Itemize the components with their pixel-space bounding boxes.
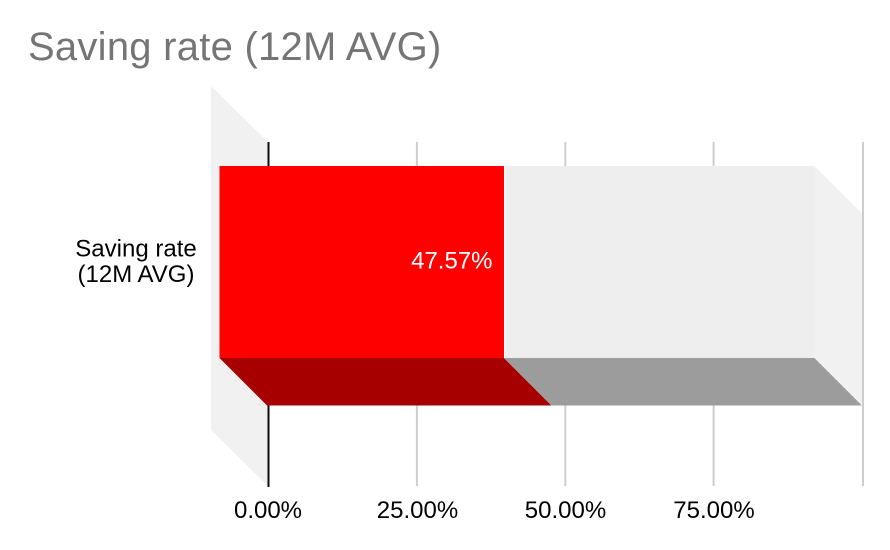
svg-text:50.00%: 50.00% bbox=[525, 497, 606, 524]
svg-text:Saving rate (12M AVG): Saving rate (12M AVG) bbox=[28, 25, 442, 69]
svg-text:75.00%: 75.00% bbox=[673, 497, 754, 524]
svg-text:Saving rate: Saving rate bbox=[75, 236, 196, 263]
svg-text:0.00%: 0.00% bbox=[234, 497, 302, 524]
svg-text:(12M AVG): (12M AVG) bbox=[78, 261, 195, 288]
svg-text:25.00%: 25.00% bbox=[377, 497, 458, 524]
svg-text:47.57%: 47.57% bbox=[411, 247, 492, 274]
